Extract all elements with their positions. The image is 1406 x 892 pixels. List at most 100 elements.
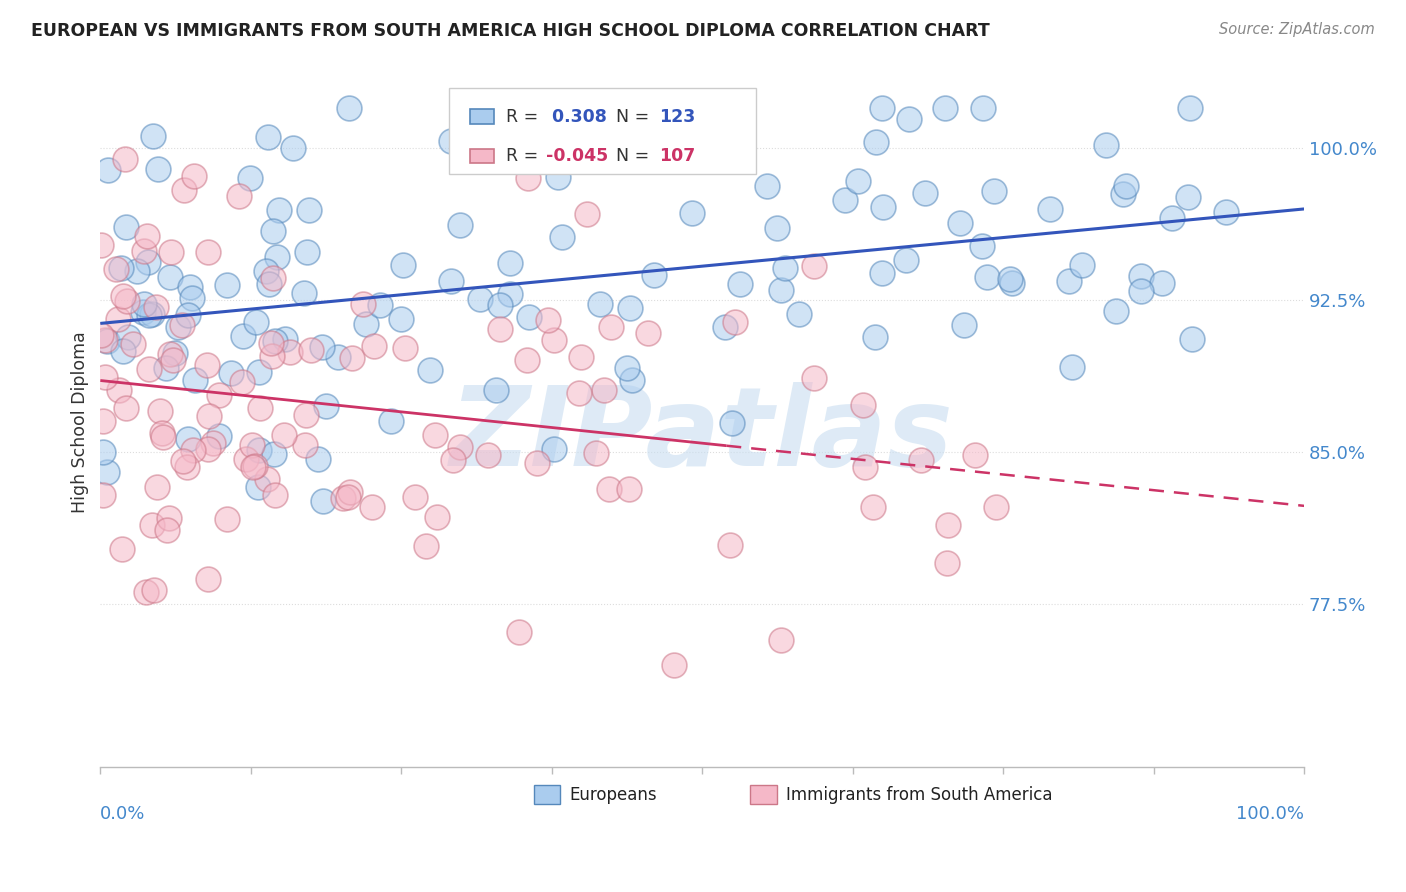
- Point: [138, 362, 160, 376]
- Point: [983, 184, 1005, 198]
- Point: [952, 318, 974, 332]
- Point: [440, 134, 463, 148]
- Point: [965, 448, 987, 462]
- Point: [1130, 268, 1153, 283]
- Point: [142, 129, 165, 144]
- Point: [312, 494, 335, 508]
- Point: [728, 277, 751, 291]
- Point: [134, 244, 156, 259]
- Point: [264, 488, 287, 502]
- Point: [352, 297, 374, 311]
- Point: [1177, 189, 1199, 203]
- Point: [662, 658, 685, 673]
- Point: [141, 307, 163, 321]
- Point: [215, 277, 238, 292]
- Point: [256, 472, 278, 486]
- Point: [368, 298, 391, 312]
- Point: [637, 326, 659, 340]
- Point: [803, 260, 825, 274]
- Point: [138, 255, 160, 269]
- Point: [485, 383, 508, 397]
- Text: -0.045: -0.045: [546, 147, 607, 165]
- Text: 123: 123: [659, 108, 695, 126]
- Point: [1039, 202, 1062, 217]
- Point: [865, 136, 887, 150]
- Point: [231, 376, 253, 390]
- Point: [262, 224, 284, 238]
- Point: [863, 330, 886, 344]
- Point: [172, 454, 194, 468]
- Point: [96, 465, 118, 479]
- Point: [340, 351, 363, 365]
- Point: [440, 274, 463, 288]
- Text: N =: N =: [605, 147, 654, 165]
- Point: [441, 453, 464, 467]
- FancyBboxPatch shape: [450, 87, 756, 174]
- Point: [208, 429, 231, 443]
- Point: [380, 414, 402, 428]
- Point: [326, 351, 349, 365]
- Point: [294, 438, 316, 452]
- Point: [914, 186, 936, 200]
- Point: [482, 153, 505, 168]
- Point: [197, 442, 219, 456]
- Point: [862, 500, 884, 515]
- Point: [115, 401, 138, 415]
- Point: [179, 280, 201, 294]
- Point: [339, 484, 361, 499]
- Point: [266, 250, 288, 264]
- Point: [166, 320, 188, 334]
- Point: [870, 266, 893, 280]
- Point: [177, 308, 200, 322]
- Point: [91, 487, 114, 501]
- Point: [201, 435, 224, 450]
- Point: [898, 112, 921, 127]
- Point: [499, 256, 522, 270]
- Point: [949, 216, 972, 230]
- Point: [1130, 285, 1153, 299]
- Point: [110, 261, 132, 276]
- Point: [145, 480, 167, 494]
- Point: [619, 301, 641, 315]
- FancyBboxPatch shape: [534, 785, 560, 805]
- Point: [262, 270, 284, 285]
- Point: [1000, 272, 1022, 286]
- Point: [299, 343, 322, 357]
- Point: [93, 333, 115, 347]
- Point: [568, 385, 591, 400]
- Point: [155, 360, 177, 375]
- Point: [560, 142, 582, 156]
- Point: [260, 349, 283, 363]
- Point: [156, 523, 179, 537]
- Point: [1178, 101, 1201, 115]
- Point: [1059, 274, 1081, 288]
- Point: [180, 291, 202, 305]
- Point: [363, 338, 385, 352]
- Point: [586, 140, 609, 154]
- Point: [337, 490, 360, 504]
- Point: [404, 490, 426, 504]
- Point: [543, 442, 565, 456]
- Point: [589, 297, 612, 311]
- Point: [643, 268, 665, 282]
- Point: [117, 330, 139, 344]
- Point: [537, 313, 560, 327]
- Y-axis label: High School Diploma: High School Diploma: [72, 331, 89, 513]
- Point: [508, 625, 530, 640]
- Point: [681, 206, 703, 220]
- Point: [970, 238, 993, 252]
- Point: [240, 438, 263, 452]
- Point: [108, 383, 131, 397]
- Point: [94, 370, 117, 384]
- Point: [617, 482, 640, 496]
- Point: [219, 366, 242, 380]
- Point: [721, 417, 744, 431]
- Point: [516, 352, 538, 367]
- Point: [90, 237, 112, 252]
- Point: [910, 453, 932, 467]
- Point: [934, 101, 956, 115]
- Point: [307, 451, 329, 466]
- Point: [177, 432, 200, 446]
- Point: [488, 298, 510, 312]
- Point: [392, 258, 415, 272]
